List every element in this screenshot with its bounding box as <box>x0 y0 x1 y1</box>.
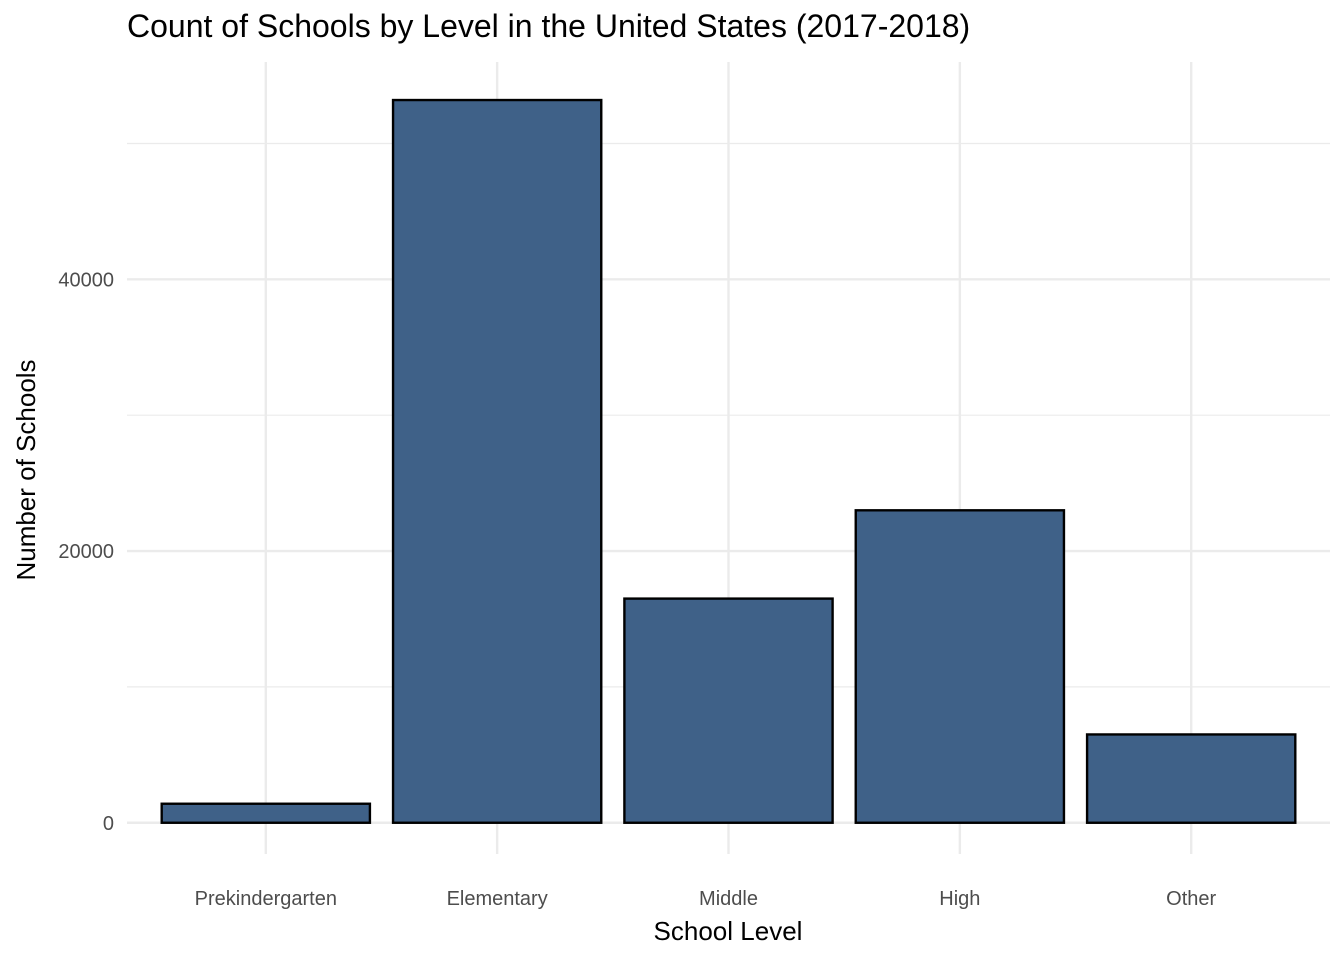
chart-title: Count of Schools by Level in the United … <box>127 8 971 44</box>
x-tick-label: High <box>939 888 980 910</box>
x-axis-title: School Level <box>654 916 803 946</box>
y-tick-label: 20000 <box>58 541 114 563</box>
x-tick-labels: Prekindergarten Elementary Middle High Other <box>195 888 1217 910</box>
bar-high <box>854 509 1066 824</box>
y-tick-label: 0 <box>103 813 114 835</box>
bar-other <box>1085 733 1297 824</box>
x-tick-label: Other <box>1166 888 1216 910</box>
x-tick-label: Middle <box>699 888 758 910</box>
bars <box>160 98 1297 824</box>
x-tick-label: Prekindergarten <box>195 888 337 910</box>
x-tick-label: Elementary <box>447 888 548 910</box>
bar-prekindergarten <box>160 802 372 824</box>
y-tick-labels: 0 20000 40000 <box>58 269 114 834</box>
y-axis-title: Number of Schools <box>11 359 41 580</box>
bar-elementary <box>391 98 603 824</box>
y-tick-label: 40000 <box>58 269 114 291</box>
bar-middle <box>623 597 834 824</box>
